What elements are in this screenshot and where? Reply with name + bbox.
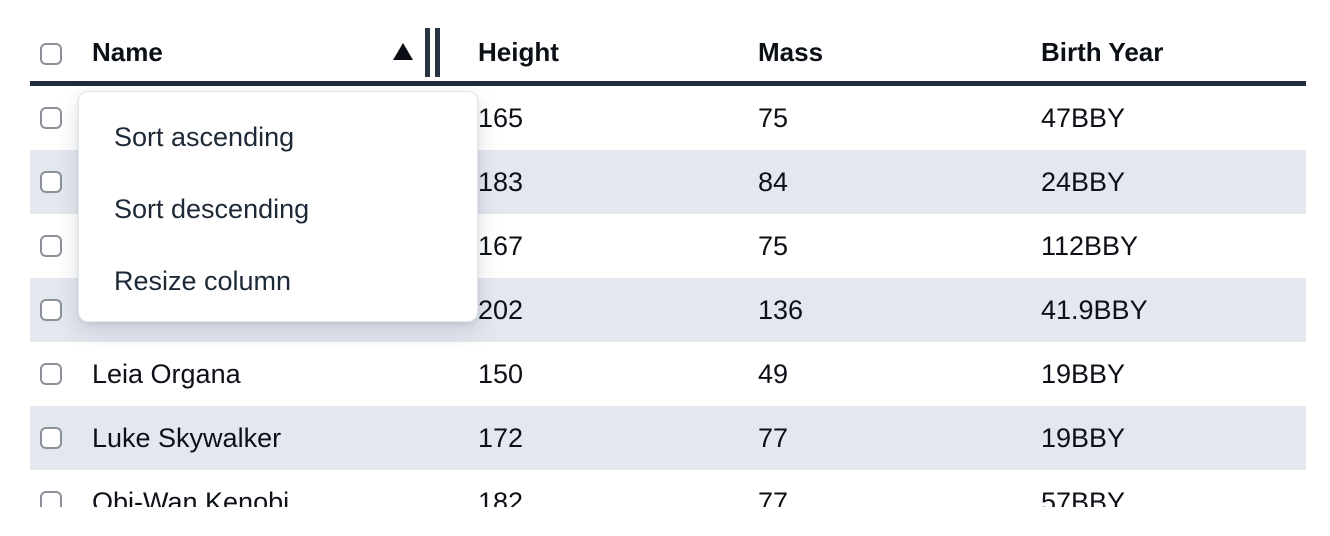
birth-year-cell: 47BBY <box>1041 102 1126 133</box>
column-header-name[interactable]: Name <box>92 28 478 81</box>
column-header-name-label: Name <box>92 37 163 67</box>
mass-cell: 75 <box>758 230 789 261</box>
table-row: Leia Organa 150 49 19BBY <box>30 342 1306 406</box>
table-header-row: Name Height Mass Birth Year <box>30 28 1306 86</box>
row-checkbox[interactable] <box>40 107 62 129</box>
mass-cell: 136 <box>758 294 804 325</box>
table-row: Obi-Wan Kenobi 182 77 57BBY <box>30 470 1306 507</box>
name-cell: Leia Organa <box>92 358 241 389</box>
mass-cell: 75 <box>758 102 789 133</box>
row-checkbox[interactable] <box>40 491 62 507</box>
row-checkbox[interactable] <box>40 299 62 321</box>
row-checkbox[interactable] <box>40 363 62 385</box>
table-row: Luke Skywalker 172 77 19BBY <box>30 406 1306 470</box>
height-cell: 182 <box>478 486 524 508</box>
menu-item-sort-descending[interactable]: Sort descending <box>114 193 310 224</box>
birth-year-cell: 24BBY <box>1041 166 1126 197</box>
column-header-height[interactable]: Height <box>478 30 758 81</box>
column-header-mass[interactable]: Mass <box>758 30 1041 81</box>
birth-year-cell: 19BBY <box>1041 358 1126 389</box>
column-header-height-label: Height <box>478 37 559 67</box>
column-resize-handle[interactable] <box>425 28 440 77</box>
select-all-checkbox[interactable] <box>40 42 62 65</box>
height-cell: 167 <box>478 230 524 261</box>
column-header-mass-label: Mass <box>758 37 824 67</box>
mass-cell: 84 <box>758 166 789 197</box>
sort-ascending-icon <box>393 43 413 60</box>
row-checkbox[interactable] <box>40 427 62 449</box>
resize-bar-icon <box>425 28 430 77</box>
row-checkbox[interactable] <box>40 235 62 257</box>
birth-year-cell: 57BBY <box>1041 486 1126 508</box>
column-context-menu: Sort ascending Sort descending Resize co… <box>78 91 478 322</box>
birth-year-cell: 112BBY <box>1041 230 1139 261</box>
height-cell: 183 <box>478 166 524 197</box>
column-header-birth-year[interactable]: Birth Year <box>1041 30 1306 81</box>
resize-bar-icon <box>435 28 440 77</box>
name-cell: Obi-Wan Kenobi <box>92 486 290 508</box>
height-cell: 165 <box>478 102 524 133</box>
birth-year-cell: 19BBY <box>1041 422 1126 453</box>
menu-item-resize-column[interactable]: Resize column <box>114 265 292 296</box>
menu-item-sort-ascending[interactable]: Sort ascending <box>114 121 295 152</box>
column-header-birth-year-label: Birth Year <box>1041 37 1164 67</box>
height-cell: 172 <box>478 422 524 453</box>
height-cell: 202 <box>478 294 524 325</box>
birth-year-cell: 41.9BBY <box>1041 294 1148 325</box>
mass-cell: 77 <box>758 486 789 508</box>
select-all-cell <box>30 30 92 81</box>
name-cell: Luke Skywalker <box>92 422 282 453</box>
row-checkbox[interactable] <box>40 171 62 193</box>
mass-cell: 49 <box>758 358 789 389</box>
mass-cell: 77 <box>758 422 789 453</box>
height-cell: 150 <box>478 358 524 389</box>
